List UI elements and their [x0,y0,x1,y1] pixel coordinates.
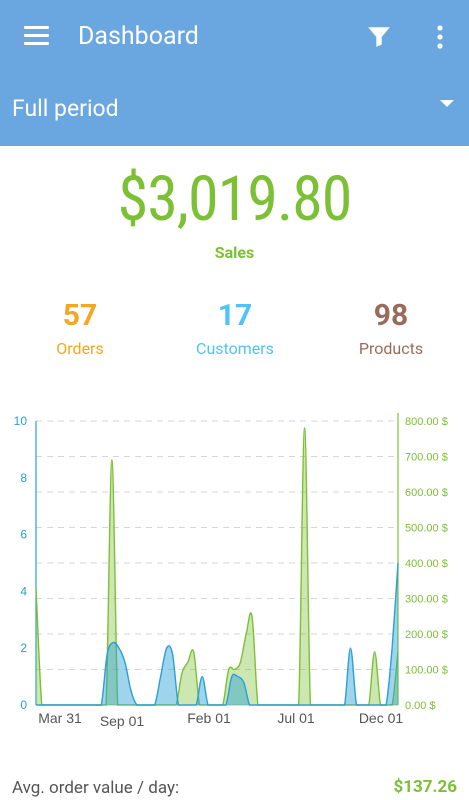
period-select[interactable]: Full period [12,95,119,122]
sales-line [35,427,399,706]
sales-area [36,428,398,705]
more-icon[interactable] [430,22,450,52]
stat-products: 98 Products [311,296,469,360]
left-axis-tick: 4 [20,584,27,598]
orders-line [35,562,399,706]
x-axis-tick: Sep 01 [100,713,145,729]
stat-value: 17 [217,298,253,333]
right-axis-tick: 100.00 $ [405,665,448,677]
x-axis-tick: Mar 31 [38,710,82,726]
right-axis-tick: 700.00 $ [405,452,448,464]
sales-chart: 800.00 $700.00 $600.00 $500.00 $400.00 $… [14,413,448,729]
right-axis-tick: 800.00 $ [405,416,448,428]
stat-orders: 57 Orders [0,296,160,360]
x-axis-tick: Feb 01 [187,710,231,726]
left-axis-tick: 10 [14,414,28,428]
stat-value: 57 [62,298,98,333]
stat-customers: 17 Customers [155,296,315,360]
right-axis-tick: 600.00 $ [405,487,448,499]
stat-label: Customers [196,339,274,358]
stat-label: Products [358,339,424,358]
avg-order-label: Avg. order value / day: [12,778,180,798]
dropdown-caret-icon[interactable] [440,100,454,107]
left-axis-tick: 0 [20,698,27,712]
app-bar: Dashboard Full period [0,0,469,146]
filter-icon[interactable] [366,24,392,50]
right-axis-tick: 200.00 $ [405,629,448,641]
right-axis-tick: 300.00 $ [405,594,448,606]
left-axis-tick: 2 [20,641,27,655]
right-axis-tick: 500.00 $ [405,523,448,535]
right-axis-tick: 0.00 $ [405,700,436,712]
sales-amount: $3,019.80 [117,163,353,236]
left-axis-tick: 6 [20,528,27,542]
stat-value: 98 [373,298,409,333]
stat-label: Orders [56,339,104,358]
page-title: Dashboard [78,22,199,51]
x-axis-tick: Dec 01 [359,710,404,726]
sales-label: Sales [214,243,255,262]
avg-order-value: $137.26 [393,777,457,797]
menu-icon[interactable] [24,26,49,46]
right-axis-tick: 400.00 $ [405,558,448,570]
x-axis-tick: Jul 01 [277,710,315,726]
left-axis-tick: 8 [20,471,27,485]
